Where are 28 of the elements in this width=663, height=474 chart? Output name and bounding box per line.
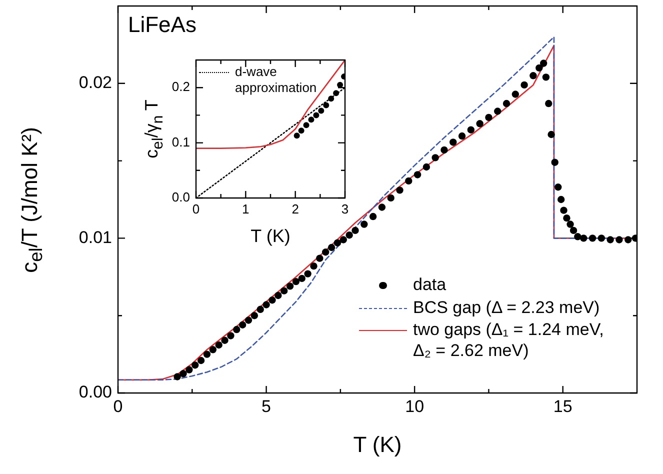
point bbox=[313, 112, 320, 118]
point bbox=[308, 116, 314, 123]
y-tick-label: 0.00 bbox=[78, 382, 112, 402]
x-tick-label: 10 bbox=[405, 396, 424, 416]
point bbox=[318, 108, 324, 114]
y-tick-label: 0.2 bbox=[172, 79, 190, 94]
point bbox=[294, 132, 300, 139]
x-axis-title: T (K) bbox=[352, 432, 403, 458]
y-tick-label: 0.1 bbox=[172, 134, 190, 150]
x-tick-label: 1 bbox=[242, 201, 250, 216]
x-tick-label: 3 bbox=[341, 201, 349, 216]
x-tick-label: 2 bbox=[292, 201, 299, 216]
legend-label: d-wave approximation bbox=[235, 64, 318, 96]
y-tick-label: 0.01 bbox=[78, 228, 112, 247]
point bbox=[298, 128, 304, 134]
annotation: LiFeAs bbox=[128, 12, 196, 38]
x-axis-title: T (K) bbox=[250, 226, 292, 247]
x-tick-label: 15 bbox=[553, 396, 572, 416]
x-tick-label: 5 bbox=[262, 396, 272, 416]
point bbox=[323, 102, 330, 108]
x-tick-label: 0 bbox=[113, 396, 123, 416]
legend-label: two gaps (Δ₁ = 1.24 meV, Δ₂ = 2.62 meV) bbox=[413, 320, 605, 361]
x-tick-label: 0 bbox=[192, 201, 200, 216]
legend-label: data bbox=[413, 275, 448, 296]
y-tick-label: 0.02 bbox=[78, 73, 112, 92]
legend-label: BCS gap (Δ = 2.23 meV) bbox=[413, 298, 601, 318]
y-tick-label: 0.0 bbox=[172, 190, 190, 205]
point bbox=[303, 122, 310, 128]
